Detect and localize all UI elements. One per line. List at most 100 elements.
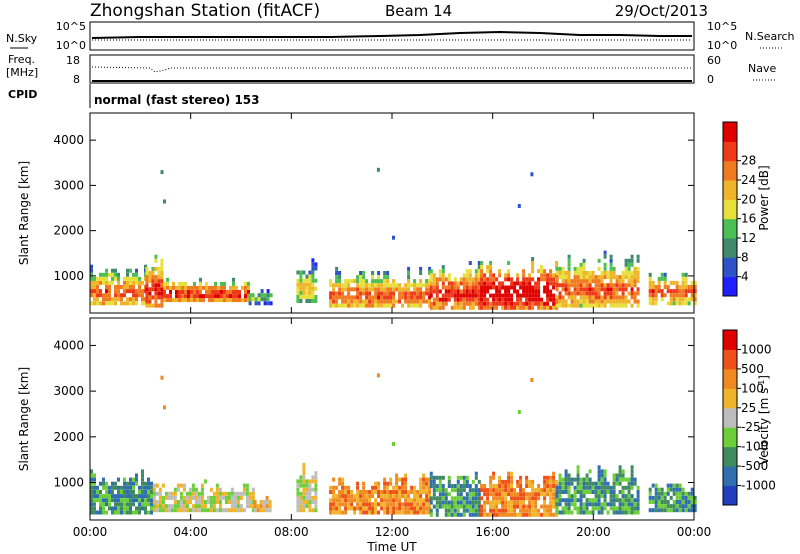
- echo-cell: [603, 291, 607, 296]
- echo-cell: [603, 498, 607, 503]
- echo-cell: [498, 508, 502, 513]
- echo-cell: [636, 506, 640, 511]
- echo-cell: [462, 484, 466, 488]
- echo-cell: [404, 299, 408, 304]
- echo-cell: [132, 301, 135, 306]
- echo-cell: [187, 285, 190, 290]
- echo-cell: [438, 500, 442, 505]
- echo-cell: [308, 282, 312, 287]
- echo-cell: [435, 496, 439, 501]
- echo-cell: [205, 285, 208, 290]
- echo-cell: [376, 167, 380, 172]
- echo-cell: [648, 272, 652, 277]
- echo-cell: [507, 504, 511, 509]
- echo-cell: [99, 293, 102, 298]
- echo-cell: [239, 491, 243, 496]
- echo-cell: [660, 293, 664, 298]
- echo-cell: [450, 484, 454, 488]
- echo-cell: [549, 484, 553, 488]
- echo-cell: [191, 508, 195, 513]
- echo-cell: [687, 297, 691, 302]
- echo-cell: [362, 498, 366, 503]
- echo-cell: [147, 490, 150, 494]
- echo-cell: [486, 301, 490, 306]
- echo-cell: [245, 491, 249, 496]
- echo-cell: [247, 298, 250, 303]
- echo-cell: [217, 298, 220, 303]
- echo-cell: [144, 490, 147, 494]
- echo-cell: [636, 287, 640, 292]
- echo-cell: [477, 301, 481, 306]
- echo-cell: [447, 508, 451, 513]
- echo-cell: [407, 283, 411, 288]
- echo-cell: [344, 287, 348, 292]
- echo-cell: [483, 500, 487, 505]
- echo-cell: [398, 291, 402, 296]
- echo-cell: [474, 492, 478, 497]
- echo-cell: [224, 500, 228, 504]
- echo-cell: [329, 498, 333, 503]
- echo-cell: [495, 297, 499, 302]
- echo-cell: [302, 286, 306, 291]
- echo-cell: [371, 287, 375, 292]
- echo-cell: [693, 285, 697, 289]
- echo-cell: [401, 494, 405, 499]
- echo-cell: [657, 276, 661, 281]
- echo-cell: [489, 475, 493, 480]
- echo-cell: [223, 281, 226, 286]
- echo-cell: [585, 275, 589, 280]
- echo-cell: [178, 281, 181, 286]
- echo-cell: [428, 283, 432, 288]
- echo-cell: [410, 485, 414, 490]
- echo-cell: [179, 483, 183, 488]
- echo-cell: [194, 508, 198, 513]
- echo-cell: [567, 485, 571, 490]
- echo-cell: [432, 479, 436, 484]
- echo-cell: [486, 265, 490, 270]
- echo-cell: [93, 297, 96, 302]
- echo-cell: [483, 301, 487, 306]
- echo-cell: [477, 492, 481, 497]
- echo-cell: [606, 490, 610, 494]
- freq-panel-frame: [89, 54, 695, 84]
- echo-cell: [582, 510, 586, 515]
- echo-cell: [468, 492, 472, 497]
- echo-cell: [600, 299, 604, 304]
- echo-cell: [155, 508, 159, 513]
- echo-cell: [489, 261, 493, 265]
- echo-cell: [154, 291, 158, 296]
- echo-cell: [108, 280, 111, 285]
- echo-cell: [105, 481, 108, 486]
- echo-cell: [362, 490, 366, 494]
- echo-cell: [624, 271, 628, 275]
- echo-cell: [663, 285, 667, 289]
- echo-cell: [144, 506, 147, 511]
- echo-cell: [296, 500, 300, 504]
- echo-cell: [465, 475, 469, 480]
- echo-cell: [474, 475, 478, 480]
- echo-cell: [459, 488, 463, 493]
- echo-cell: [383, 494, 387, 499]
- echo-cell: [350, 299, 354, 304]
- echo-cell: [299, 479, 303, 484]
- echo-cell: [419, 287, 423, 292]
- echo-cell: [117, 289, 120, 294]
- echo-cell: [238, 294, 241, 299]
- echo-cell: [329, 299, 333, 304]
- echo-cell: [573, 266, 577, 271]
- echo-cell: [244, 298, 247, 303]
- echo-cell: [181, 294, 184, 299]
- echo-cell: [160, 258, 164, 263]
- echo-cell: [453, 484, 457, 488]
- colorbar-swatch: [723, 180, 737, 200]
- echo-cell: [193, 298, 196, 303]
- echo-cell: [597, 477, 601, 482]
- echo-cell: [425, 291, 429, 296]
- echo-cell: [223, 298, 226, 303]
- echo-cell: [413, 485, 417, 490]
- echo-cell: [215, 508, 219, 513]
- echo-cell: [540, 301, 544, 306]
- echo-cell: [504, 273, 508, 278]
- echo-cell: [684, 276, 688, 281]
- echo-cell: [314, 487, 318, 492]
